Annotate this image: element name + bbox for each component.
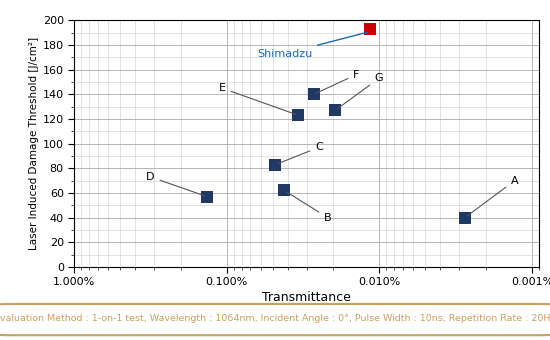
Text: C: C [278,142,323,164]
Text: A: A [467,175,519,216]
X-axis label: Transmittance: Transmittance [262,291,351,305]
Text: B: B [287,192,332,223]
Text: D: D [146,172,205,196]
Text: G: G [337,73,383,109]
FancyBboxPatch shape [0,304,550,335]
Text: Shimadzu: Shimadzu [257,32,367,59]
Text: Evaluation Method : 1-on-1 test, Wavelength : 1064nm, Incident Angle : 0°, Pulse: Evaluation Method : 1-on-1 test, Wavelen… [0,314,550,323]
Y-axis label: Laser Induced Damage Threshold [J/cm²]: Laser Induced Damage Threshold [J/cm²] [29,37,38,250]
Text: E: E [218,83,296,114]
Text: F: F [316,70,360,93]
